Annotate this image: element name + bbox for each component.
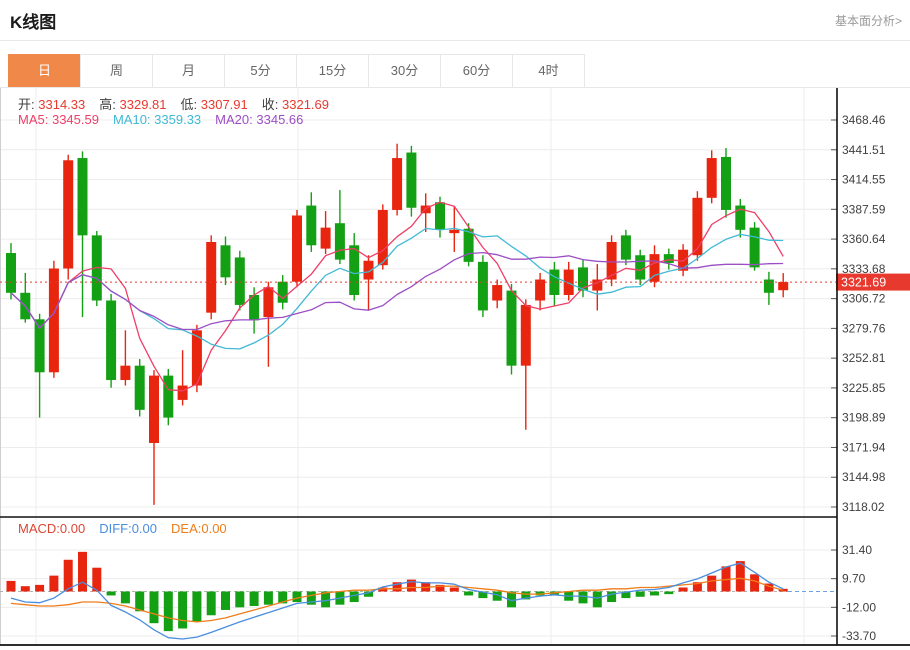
ma10-readout: MA10: 3359.33 (112, 112, 202, 127)
svg-text:3225.85: 3225.85 (842, 381, 886, 395)
svg-text:3198.89: 3198.89 (842, 411, 886, 425)
svg-text:3321.69: 3321.69 (841, 275, 886, 289)
svg-text:3118.02: 3118.02 (842, 500, 885, 514)
fundamental-analysis-link[interactable]: 基本面分析> (834, 14, 902, 28)
svg-text:-12.00: -12.00 (842, 600, 876, 614)
page-title: K线图 (10, 13, 57, 32)
svg-text:3306.72: 3306.72 (842, 292, 886, 306)
tab-5min[interactable]: 5分 (224, 54, 297, 88)
svg-text:31.40: 31.40 (842, 543, 872, 557)
svg-text:3387.59: 3387.59 (842, 202, 886, 216)
tab-15min[interactable]: 15分 (296, 54, 369, 88)
svg-text:3333.68: 3333.68 (842, 262, 886, 276)
svg-text:3144.98: 3144.98 (842, 470, 886, 484)
chart-area[interactable]: 3468.46 3441.51 3414.55 3387.59 3360.64 3333.… (0, 88, 910, 650)
svg-text:9.70: 9.70 (842, 572, 866, 586)
svg-text:3252.81: 3252.81 (842, 351, 886, 365)
ohlc-high: 高: 3329.81 (99, 97, 167, 112)
ohlc-readout: 开: 3314.33 高: 3329.81 低: 3307.91 收: 3321… (18, 94, 329, 113)
tab-month[interactable]: 月 (152, 54, 225, 88)
tab-60min[interactable]: 60分 (440, 54, 513, 88)
svg-text:3171.94: 3171.94 (842, 440, 886, 454)
ma5-readout: MA5: 3345.59 (18, 112, 99, 127)
svg-text:3414.55: 3414.55 (842, 173, 886, 187)
tab-week[interactable]: 周 (80, 54, 153, 88)
timeframe-tabs: 日 周 月 5分 15分 30分 60分 4时 (8, 54, 585, 88)
svg-text:3441.51: 3441.51 (842, 143, 886, 157)
svg-text:3279.76: 3279.76 (842, 321, 886, 335)
tab-day[interactable]: 日 (8, 54, 81, 88)
kline-macd-chart[interactable]: 3468.46 3441.51 3414.55 3387.59 3360.64 3333.… (0, 88, 910, 650)
diff-value: DIFF:0.00 (99, 521, 158, 536)
tab-30min[interactable]: 30分 (368, 54, 441, 88)
svg-text:-33.70: -33.70 (842, 629, 876, 643)
ma-readout: MA5: 3345.59 MA10: 3359.33 MA20: 3345.66 (18, 112, 303, 127)
macd-readout: MACD:0.00 DIFF:0.00 DEA:0.00 (18, 521, 227, 536)
svg-text:3360.64: 3360.64 (842, 232, 886, 246)
tab-4hour[interactable]: 4时 (512, 54, 585, 88)
tabs-underline (0, 87, 910, 88)
dea-value: DEA:0.00 (171, 521, 227, 536)
macd-value: MACD:0.00 (18, 521, 86, 536)
svg-text:3468.46: 3468.46 (842, 113, 886, 127)
ohlc-open: 开: 3314.33 (18, 97, 86, 112)
ohlc-low: 低: 3307.91 (180, 97, 248, 112)
ohlc-close: 收: 3321.69 (261, 97, 329, 112)
ma20-readout: MA20: 3345.66 (215, 112, 304, 127)
header-divider (0, 40, 910, 41)
